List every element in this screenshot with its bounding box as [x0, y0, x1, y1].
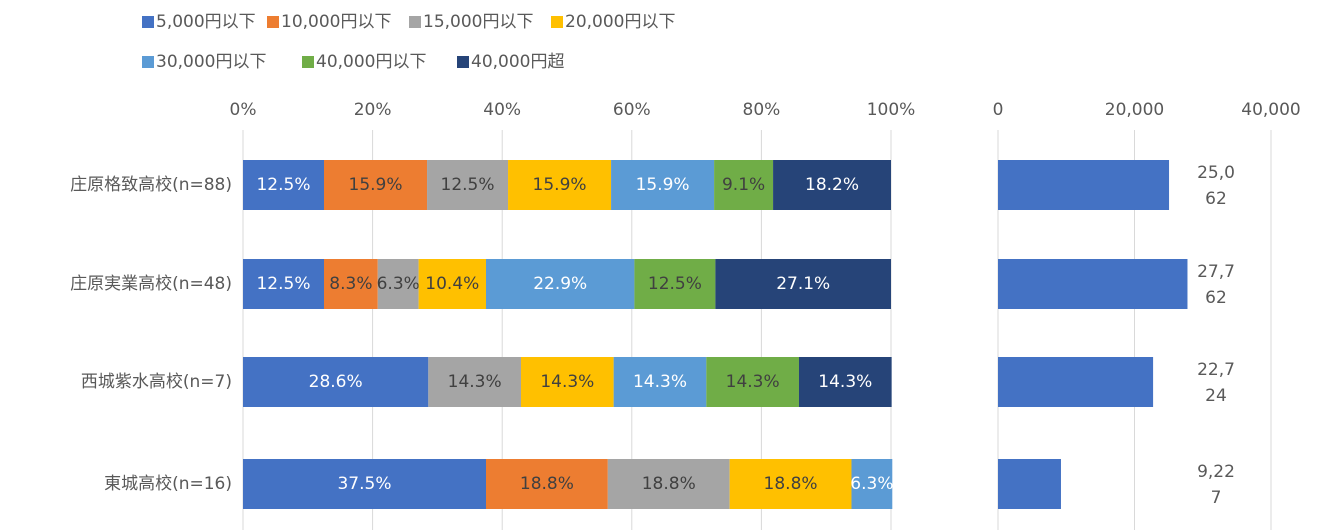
legend-swatch — [142, 16, 154, 28]
data-label: 14.3% — [726, 372, 780, 392]
x-tick-label: 40% — [483, 100, 521, 120]
data-label: 22,7 24 — [1197, 360, 1235, 406]
legend-swatch — [409, 16, 421, 28]
legend-swatch — [142, 56, 154, 68]
bar — [998, 259, 1188, 309]
bar-segment — [427, 160, 509, 210]
bar-segment — [418, 259, 486, 309]
data-label: 25,0 62 — [1197, 163, 1235, 209]
legend-label: 15,000円以下 — [423, 12, 533, 32]
data-label-line: 27,7 — [1197, 262, 1235, 282]
bar-segment — [613, 357, 707, 407]
data-label-line: 62 — [1205, 189, 1227, 209]
data-label: 10.4% — [425, 274, 479, 294]
legend-label: 30,000円以下 — [156, 52, 266, 72]
bar-segment — [706, 357, 799, 407]
legend-swatch — [302, 56, 314, 68]
data-label: 12.5% — [256, 175, 310, 195]
x-tick-label: 20% — [354, 100, 392, 120]
category-label: 西城紫水高校(n=7) — [81, 372, 232, 392]
bar-segment — [324, 160, 428, 210]
x-tick-label: 60% — [613, 100, 651, 120]
bar-segment — [486, 259, 635, 309]
data-label: 27.1% — [776, 274, 830, 294]
data-label: 12.5% — [648, 274, 702, 294]
bar-segment — [798, 357, 892, 407]
legend-label: 40,000円以下 — [316, 52, 426, 72]
bar-segment — [243, 459, 486, 509]
bar-segment — [486, 459, 608, 509]
data-label: 27,7 62 — [1197, 262, 1235, 308]
bar-segment — [508, 160, 612, 210]
data-label: 18.8% — [642, 474, 696, 494]
legend-swatch — [267, 16, 279, 28]
bar-segment — [729, 459, 852, 509]
data-label: 12.5% — [256, 274, 310, 294]
x-tick-label: 80% — [743, 100, 781, 120]
data-label: 12.5% — [441, 175, 495, 195]
data-label: 37.5% — [337, 474, 391, 494]
data-label: 14.3% — [448, 372, 502, 392]
data-label: 22.9% — [533, 274, 587, 294]
legend-label: 10,000円以下 — [281, 12, 391, 32]
x-tick-label: 40,000 — [1241, 100, 1300, 120]
legend-label: 40,000円超 — [471, 52, 564, 72]
legend-swatch — [551, 16, 563, 28]
bar-segment — [851, 459, 893, 509]
data-label-line: 24 — [1205, 386, 1227, 406]
bar-segment — [243, 160, 324, 210]
bar-segment — [715, 259, 891, 309]
data-label-line: 22,7 — [1197, 360, 1235, 380]
data-label: 6.3% — [850, 474, 893, 494]
category-label: 庄原実業高校(n=48) — [70, 274, 232, 294]
data-label: 14.3% — [540, 372, 594, 392]
bar — [998, 459, 1061, 509]
category-label: 庄原格致高校(n=88) — [70, 175, 232, 195]
category-label: 東城高校(n=16) — [104, 474, 232, 494]
bar-segment — [428, 357, 521, 407]
data-label: 14.3% — [818, 372, 872, 392]
x-tick-label: 0% — [230, 100, 257, 120]
legend-swatch — [457, 56, 469, 68]
bar — [998, 160, 1170, 210]
data-label: 28.6% — [309, 372, 363, 392]
bar-segment — [377, 259, 419, 309]
data-label: 18.8% — [520, 474, 574, 494]
bar — [998, 357, 1154, 407]
bar-segment — [714, 160, 774, 210]
bar-segment — [520, 357, 614, 407]
data-label-line: 62 — [1205, 288, 1227, 308]
data-label-line: 9,22 — [1197, 462, 1235, 482]
data-label: 8.3% — [329, 274, 372, 294]
data-label: 9,22 7 — [1197, 462, 1235, 508]
bar-segment — [773, 160, 891, 210]
bar-segment — [607, 459, 730, 509]
x-tick-label: 0 — [993, 100, 1004, 120]
data-label: 14.3% — [633, 372, 687, 392]
bar-segment — [324, 259, 378, 309]
data-label-line: 7 — [1211, 488, 1222, 508]
data-label: 9.1% — [722, 175, 765, 195]
bar-segment — [243, 357, 429, 407]
x-tick-label: 20,000 — [1105, 100, 1164, 120]
legend-label: 5,000円以下 — [156, 12, 256, 32]
bar-segment — [243, 259, 324, 309]
data-label: 15.9% — [349, 175, 403, 195]
legend-label: 20,000円以下 — [565, 12, 675, 32]
bar-segment — [634, 259, 716, 309]
bar-segment — [611, 160, 715, 210]
data-label: 6.3% — [377, 274, 420, 294]
data-label: 18.2% — [805, 175, 859, 195]
data-label: 15.9% — [533, 175, 587, 195]
data-label-line: 25,0 — [1197, 163, 1235, 183]
x-tick-label: 100% — [867, 100, 916, 120]
data-label: 18.8% — [764, 474, 818, 494]
data-label: 15.9% — [636, 175, 690, 195]
